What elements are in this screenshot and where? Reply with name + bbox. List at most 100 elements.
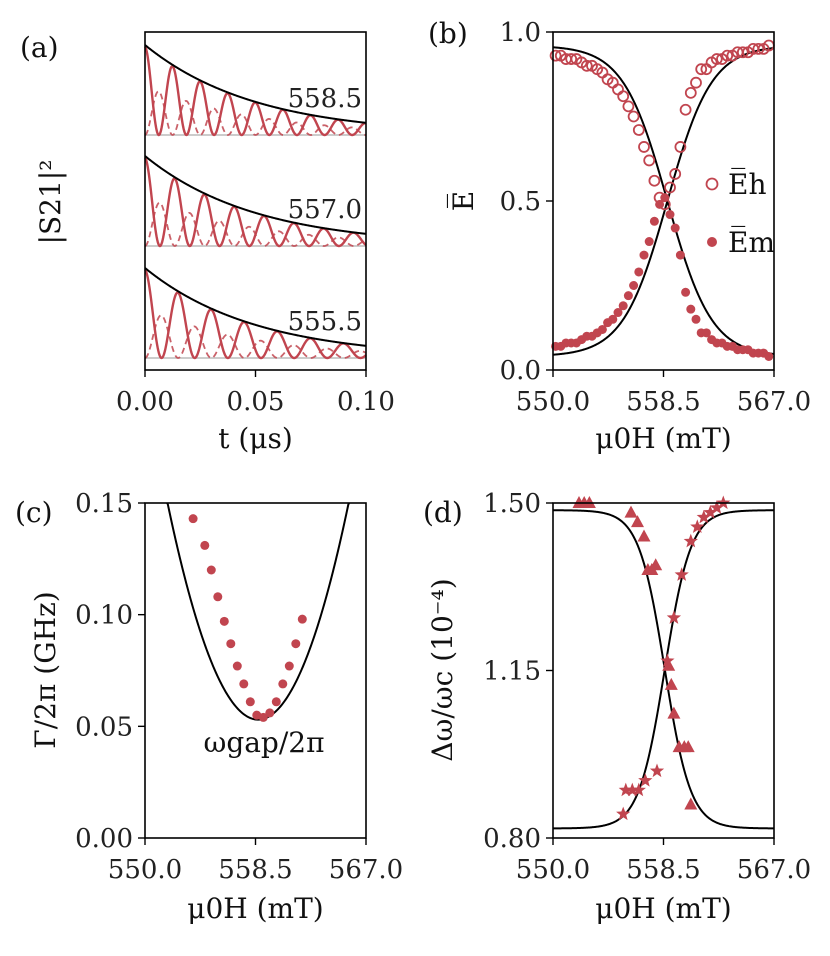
point-triangle xyxy=(637,529,651,542)
point-triangle xyxy=(681,740,695,753)
point-filled xyxy=(200,540,210,550)
point-filled xyxy=(660,193,670,203)
point-star xyxy=(625,782,640,797)
envelope-fit xyxy=(144,267,367,347)
point-filled xyxy=(613,308,623,318)
fit-curve-up xyxy=(553,509,774,830)
point-hollow xyxy=(674,141,687,153)
xtick-label: 550.0 xyxy=(516,855,590,885)
x-axis-label: μ0H (mT) xyxy=(595,892,731,925)
point-star xyxy=(674,567,689,581)
trace-label: 558.5 xyxy=(288,84,362,114)
ytick-label: 0.15 xyxy=(75,489,133,519)
xtick-label: 558.5 xyxy=(218,855,292,885)
fit-curves xyxy=(553,509,775,830)
ticks: 550.0 558.5 567.0 0.00 0.05 0.10 0.15 xyxy=(75,489,403,885)
point-hollow xyxy=(617,90,630,103)
point-filled xyxy=(764,351,774,361)
point-star xyxy=(709,500,724,514)
point-hollow xyxy=(690,76,702,89)
y-axis-label: Γ/2π (GHz) xyxy=(29,591,62,748)
panel-label-d: (d) xyxy=(423,496,463,529)
point-hollow xyxy=(638,141,650,153)
point-filled xyxy=(291,639,301,649)
panel-d: (d) 550.0 558.5 567.0 0.80 1.15 1.50 μ0H (mT)… xyxy=(423,489,811,925)
point-hollow xyxy=(721,49,734,62)
point-hollow xyxy=(679,103,692,116)
point-triangle xyxy=(649,558,663,571)
fit-curve xyxy=(166,502,350,721)
point-star xyxy=(638,773,653,787)
magnon-trace xyxy=(144,314,367,359)
point-filled xyxy=(297,614,307,624)
envelope-fit xyxy=(144,44,367,124)
ytick-label: 0.05 xyxy=(75,712,133,742)
point-filled xyxy=(670,223,680,233)
envelope-fit xyxy=(144,155,367,235)
x-axis-label: μ0H (mT) xyxy=(187,892,323,925)
point-filled xyxy=(232,661,242,671)
point-star xyxy=(690,519,705,533)
panel-b: (b) 550.0 558.5 567.0 0.0 0.5 1.0 E̅h E̅m μ0H… xyxy=(428,17,811,455)
point-triangle xyxy=(667,706,681,719)
legend-label: E̅m xyxy=(728,226,775,259)
xtick-label: 0.10 xyxy=(337,387,395,417)
panel-label-c: (c) xyxy=(15,496,53,529)
x-axis-label: t (μs) xyxy=(218,422,293,455)
ytick-label: 1.50 xyxy=(483,489,541,519)
point-filled xyxy=(623,291,633,301)
panel-label-a: (a) xyxy=(20,31,59,64)
gap-annotation: ωgap/2π xyxy=(203,726,324,759)
xtick-label: 0.00 xyxy=(116,387,174,417)
point-hollow xyxy=(622,100,635,113)
point-filled xyxy=(649,216,659,226)
point-hollow xyxy=(684,86,697,99)
point-filled xyxy=(691,314,701,324)
point-star xyxy=(660,653,675,667)
point-filled xyxy=(597,324,607,334)
point-filled xyxy=(634,267,644,277)
point-filled xyxy=(681,287,691,297)
point-hollow xyxy=(565,53,578,65)
xtick-label: 550.0 xyxy=(108,855,182,885)
photon-trace xyxy=(144,269,367,360)
point-star xyxy=(616,806,631,821)
panel-c: (c) 550.0 558.5 567.0 0.00 0.05 0.10 0.15 ωgap… xyxy=(15,489,403,925)
fit-curve-m xyxy=(552,46,775,355)
point-star xyxy=(631,782,646,797)
point-hollow xyxy=(549,49,562,62)
fit-curve-down xyxy=(553,509,775,830)
point-star xyxy=(649,763,665,778)
ytick-label: 0.00 xyxy=(75,824,133,854)
point-hollow xyxy=(632,124,645,136)
point-filled xyxy=(644,237,654,247)
panel-label-b: (b) xyxy=(428,17,468,50)
point-star xyxy=(618,782,633,797)
point-star xyxy=(666,610,682,624)
point-hollow xyxy=(612,83,624,96)
legend-label: E̅h xyxy=(728,168,766,201)
point-filled xyxy=(618,301,628,311)
point-star xyxy=(683,533,698,548)
point-filled xyxy=(245,697,255,707)
point-hollow xyxy=(736,46,749,59)
point-hollow xyxy=(580,59,593,72)
point-filled xyxy=(206,565,216,575)
ytick-label: 1.0 xyxy=(500,18,541,48)
point-filled xyxy=(265,708,275,718)
point-triangle xyxy=(684,797,698,810)
ytick-label: 0.10 xyxy=(75,601,133,631)
photon-trace xyxy=(144,157,367,248)
xtick-label: 567.0 xyxy=(329,855,403,885)
xtick-label: 0.05 xyxy=(227,387,285,417)
y-axis-label: E̅ xyxy=(447,191,480,211)
point-hollow xyxy=(752,43,765,55)
panel-a: (a) 0.00 0.05 0.10 558.5 557.0 555.5 t (… xyxy=(20,31,395,455)
ytick-label: 0.0 xyxy=(500,356,541,386)
point-filled xyxy=(665,210,675,220)
ticks: 550.0 558.5 567.0 0.80 1.15 1.50 xyxy=(483,489,811,885)
point-filled xyxy=(219,616,229,626)
point-triangle xyxy=(582,496,596,508)
ytick-label: 0.80 xyxy=(483,824,541,854)
